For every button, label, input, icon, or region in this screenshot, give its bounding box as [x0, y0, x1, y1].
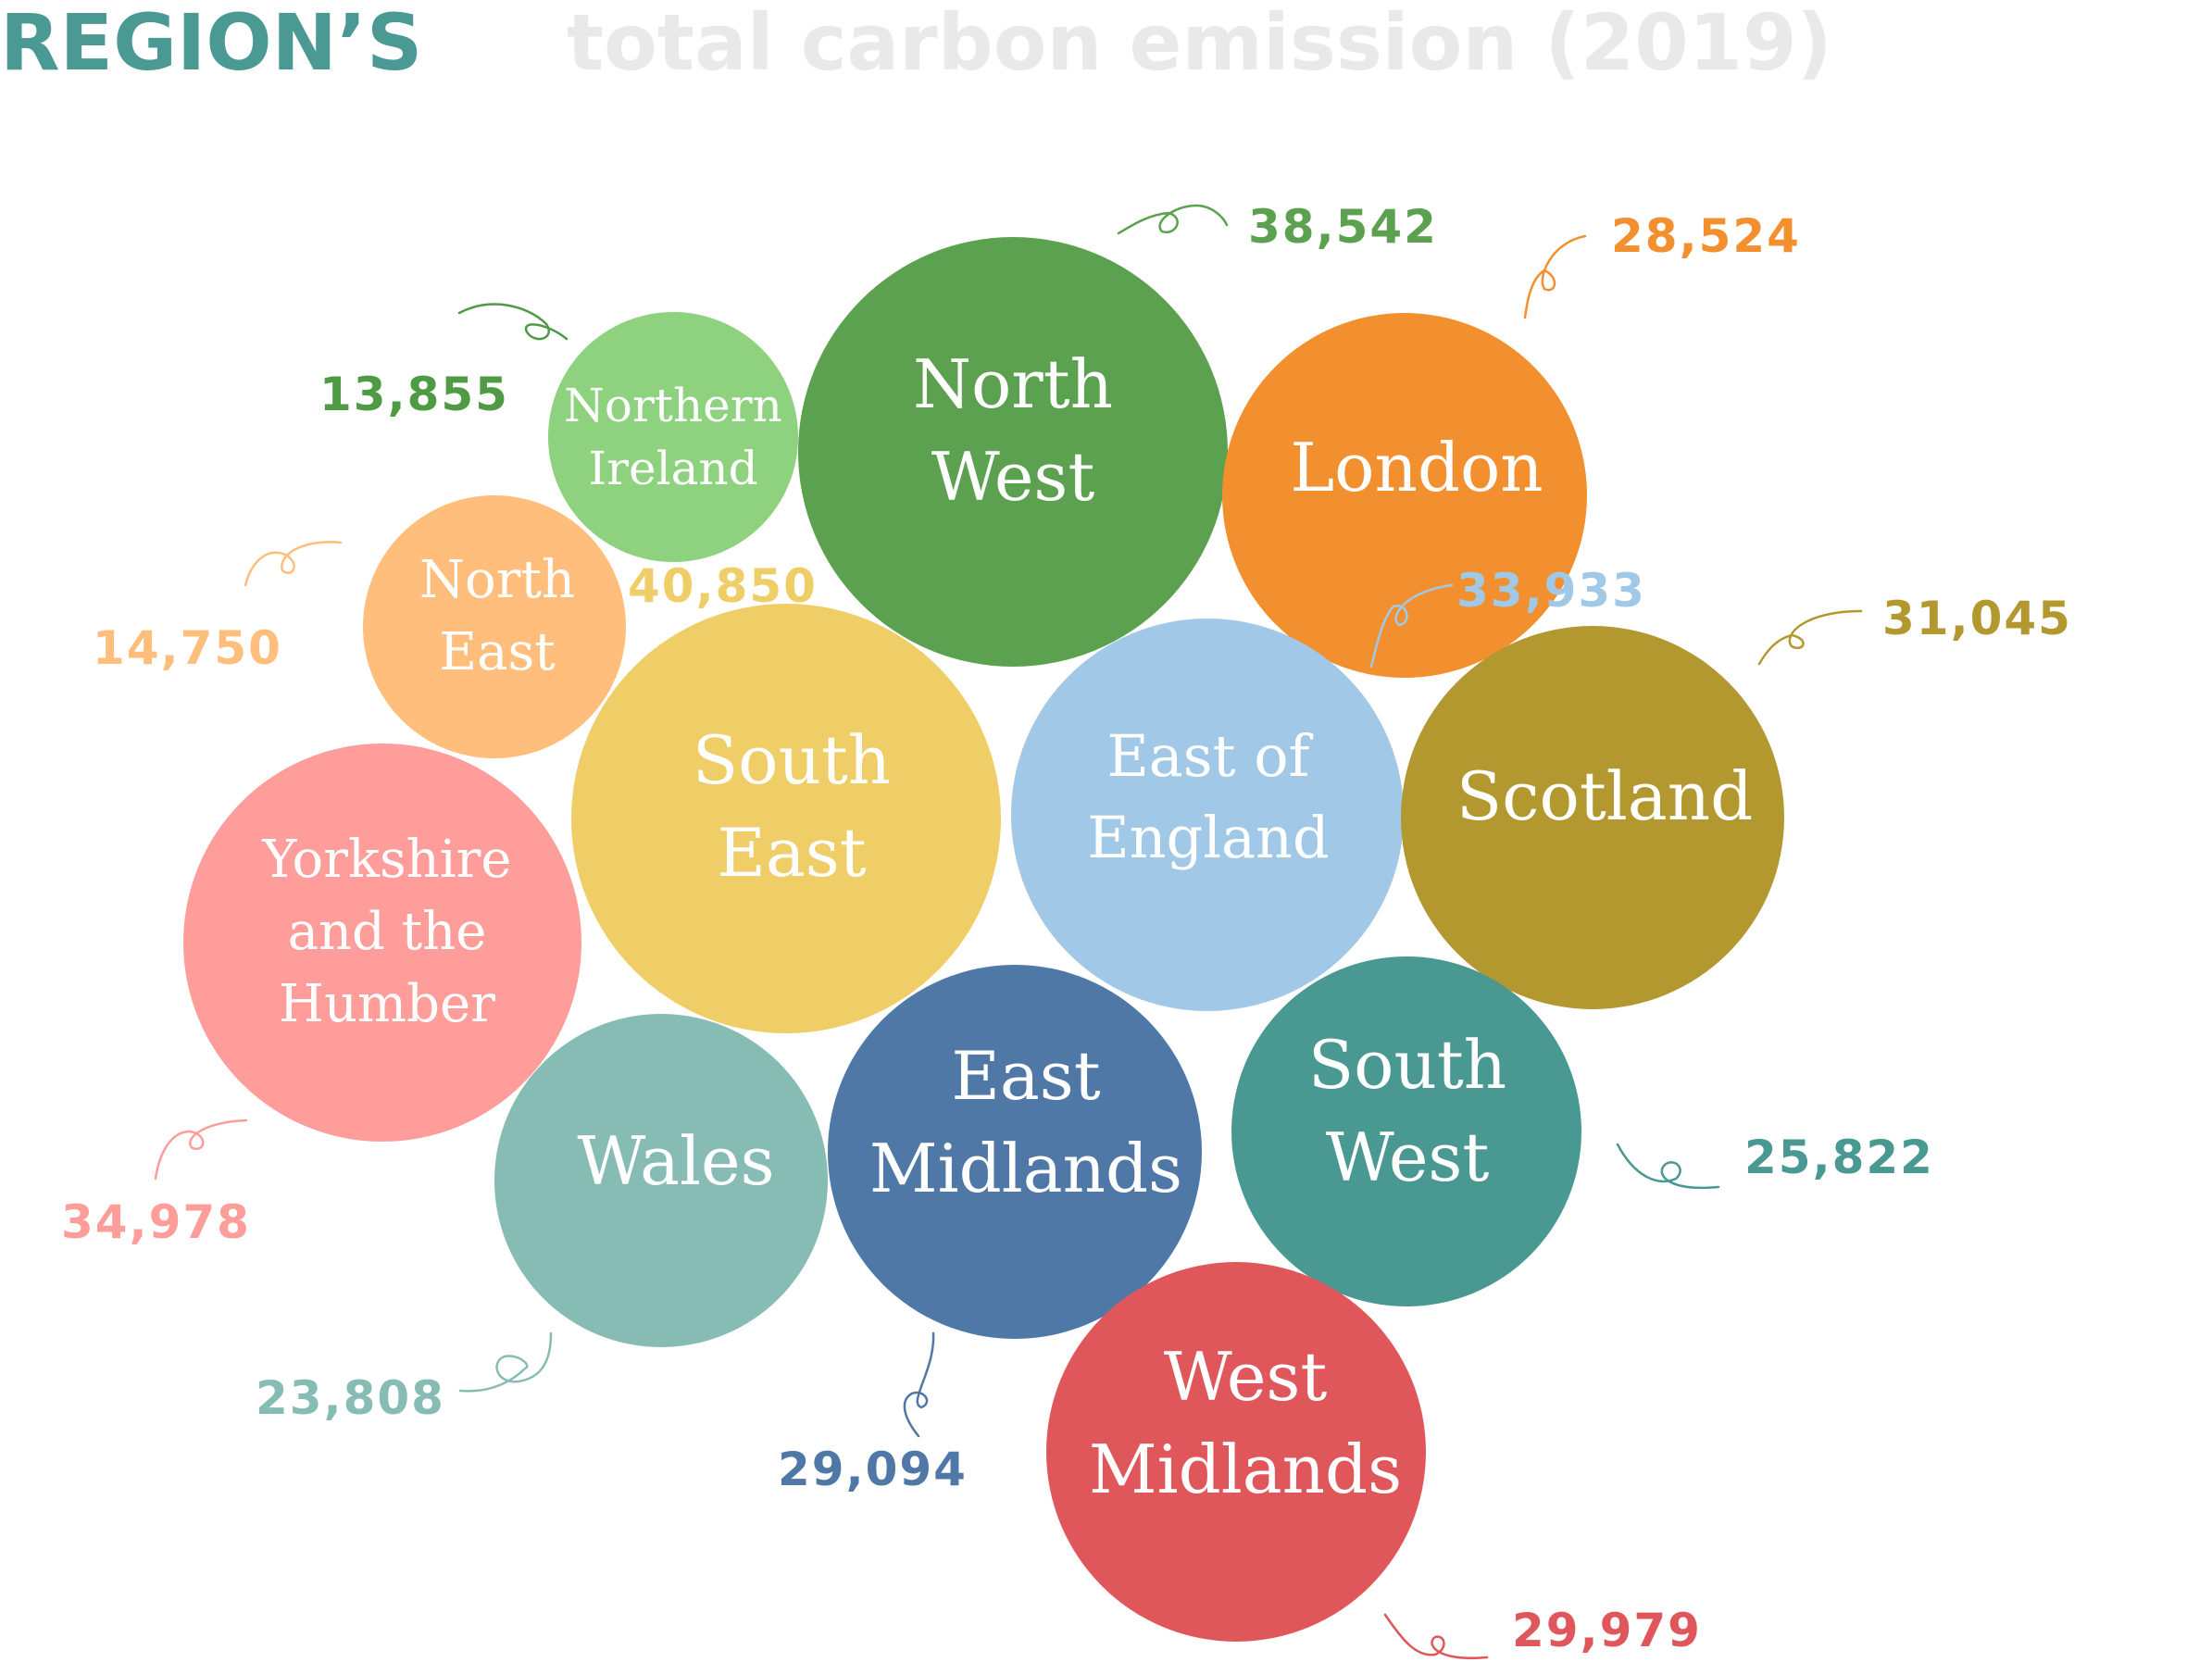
curly-arrow-icon: [1383, 1613, 1489, 1660]
bubble-label-line: North: [419, 550, 575, 610]
bubble-yorkshire-and-the-humber: [183, 744, 581, 1142]
bubble-label-london: London: [1290, 429, 1543, 506]
value-label-wales: 23,808: [256, 1371, 445, 1425]
value-label-south-west: 25,822: [1744, 1131, 1934, 1184]
curly-arrow-icon: [1757, 609, 1863, 666]
value-label-yorkshire-and-the-humber: 34,978: [61, 1195, 251, 1249]
bubble-east-midlands: [828, 965, 1202, 1339]
value-label-london: 28,524: [1611, 209, 1801, 263]
bubble-label-yorkshire-and-the-humber: Yorkshire and the Humber: [261, 830, 511, 1034]
bubble-label-line: West: [1326, 1118, 1490, 1196]
bubble-wales: [494, 1014, 828, 1347]
bubble-label-north-east: North East: [419, 550, 575, 682]
bubble-label-scotland: Scotland: [1456, 757, 1753, 835]
value-label-east-midlands: 29,094: [778, 1443, 968, 1496]
curly-arrow-icon: [1523, 234, 1587, 319]
bubble-label-line: East: [717, 814, 866, 892]
bubble-north-east: [363, 495, 626, 758]
bubble-label-north-west: North West: [913, 345, 1113, 516]
bubble-east-of-england: [1011, 619, 1404, 1011]
bubble-london: [1222, 313, 1587, 678]
chart-title-rest: total carbon emission (2019): [567, 0, 1832, 88]
bubble-label-south-west: South West: [1308, 1026, 1506, 1196]
bubble-label-line: Midlands: [869, 1130, 1182, 1207]
value-label-layer: 13,855 38,542 28,524 14,750 40,850 33,933 31,0…: [61, 200, 2072, 1657]
bubble-label-west-midlands: West Midlands: [1089, 1338, 1402, 1508]
curly-arrow-icon: [457, 303, 569, 341]
chart-title-main: REGION’S: [0, 0, 422, 88]
bubble-north-west: [798, 237, 1228, 667]
bubble-label-line: England: [1087, 804, 1329, 871]
bubble-label-line: and the: [288, 902, 487, 962]
value-label-east-of-england: 33,933: [1456, 564, 1646, 618]
value-label-northern-ireland: 13,855: [319, 368, 509, 421]
bubble-label-line: East: [951, 1037, 1100, 1115]
bubble-south-east: [571, 604, 1001, 1033]
bubble-label-line: East of: [1107, 722, 1314, 790]
bubble-label-line: Yorkshire: [261, 830, 511, 890]
value-label-scotland: 31,045: [1882, 592, 2072, 645]
value-label-west-midlands: 29,979: [1512, 1604, 1702, 1657]
arrow-layer: [154, 204, 1863, 1660]
curly-arrow-icon: [154, 1118, 248, 1181]
bubble-label-wales: Wales: [577, 1122, 774, 1200]
curly-arrow-icon: [244, 541, 343, 587]
bubble-label-line: Northern: [564, 379, 782, 432]
bubble-label-line: Midlands: [1089, 1431, 1402, 1508]
curly-arrow-icon: [1369, 583, 1454, 669]
bubble-label-line: Wales: [577, 1122, 774, 1200]
bubble-scotland: [1401, 626, 1784, 1009]
bubble-label-line: West: [931, 438, 1095, 516]
bubble-label-east-midlands: East Midlands: [869, 1037, 1182, 1207]
bubble-label-line: East: [439, 622, 556, 682]
value-label-north-west: 38,542: [1248, 200, 1438, 254]
curly-arrow-icon: [1616, 1143, 1720, 1190]
bubble-label-line: West: [1164, 1338, 1328, 1416]
bubble-label-line: Humber: [279, 974, 495, 1034]
bubble-northern-ireland: [548, 312, 798, 562]
bubble-label-line: South: [693, 721, 891, 799]
bubble-label-line: Ireland: [588, 442, 757, 495]
bubble-label-south-east: South East: [693, 721, 891, 892]
curly-arrow-icon: [458, 1331, 553, 1393]
curly-arrow-icon: [903, 1331, 935, 1438]
value-label-south-east: 40,850: [628, 559, 818, 613]
bubble-label-line: South: [1308, 1026, 1506, 1104]
curly-arrow-icon: [1117, 204, 1229, 235]
bubble-label-line: Scotland: [1456, 757, 1753, 835]
bubble-west-midlands: [1046, 1262, 1426, 1642]
bubble-label-line: London: [1290, 429, 1543, 506]
bubble-south-west: [1231, 956, 1581, 1306]
bubble-label-east-of-england: East of England: [1087, 722, 1329, 871]
value-label-north-east: 14,750: [93, 621, 282, 675]
bubble-label-line: North: [913, 345, 1113, 423]
bubble-label-northern-ireland: Northern Ireland: [564, 379, 782, 495]
